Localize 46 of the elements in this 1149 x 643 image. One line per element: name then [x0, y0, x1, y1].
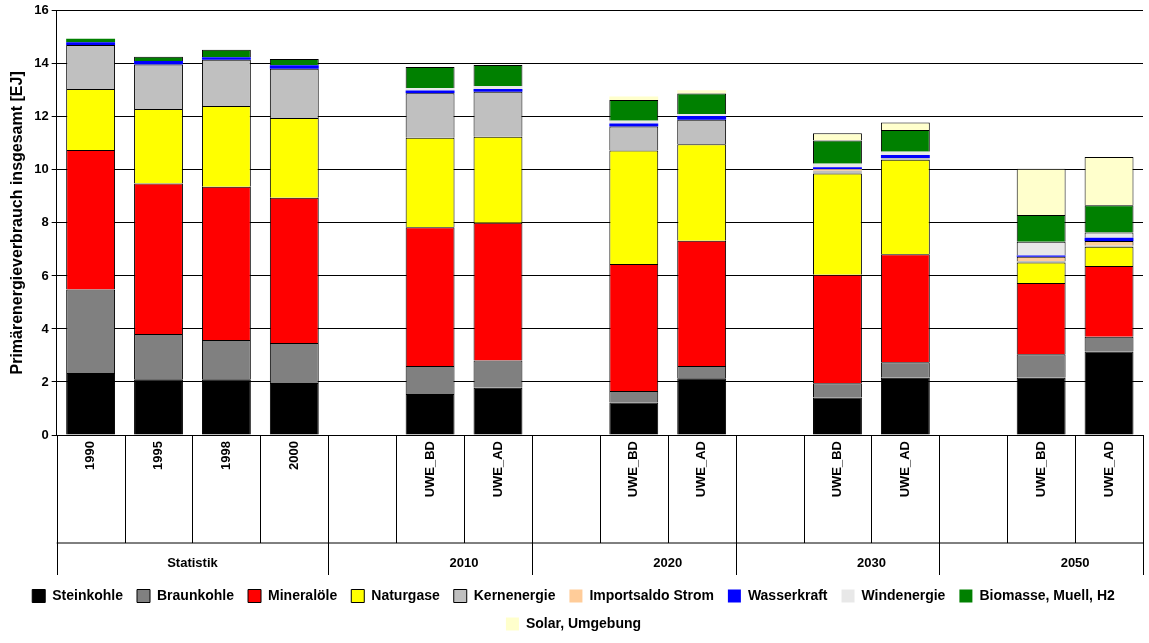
legend-label: Braunkohle: [157, 586, 235, 603]
x-tick-label: UWE_AD: [896, 441, 912, 498]
y-axis-title: Primärenergieverbrauch insgesamt [EJ]: [8, 71, 26, 375]
bar: [66, 42, 116, 45]
y-tick-label: 12: [34, 108, 49, 124]
bar: [609, 96, 659, 100]
y-tick-label: 0: [41, 426, 49, 442]
x-tick-label: 1990: [82, 441, 98, 470]
legend-label: Wasserkraft: [747, 586, 828, 603]
x-tick-label: UWE_BD: [829, 441, 845, 498]
legend-label: Naturgase: [371, 586, 440, 603]
bar: [134, 60, 183, 65]
y-tick-label: 10: [34, 161, 49, 177]
legend-label: Biomasse, Muell, H2: [979, 586, 1115, 603]
y-tick-label: 4: [41, 320, 50, 336]
x-tick-label: UWE_BD: [421, 441, 437, 498]
bar: [677, 90, 727, 94]
text: 2020: [653, 554, 683, 570]
legend-label: Mineralöle: [268, 586, 338, 603]
text: 2030: [856, 554, 886, 570]
text: 2010: [449, 554, 479, 570]
legend-label: Kernenergie: [473, 586, 556, 603]
text: Statistik: [167, 554, 219, 570]
x-tick-label: UWE_AD: [693, 441, 709, 498]
legend-label: Importsaldo Strom: [589, 586, 714, 603]
y-tick-label: 14: [34, 55, 50, 71]
bar: [880, 151, 930, 156]
legend-label: Solar, Umgebung: [525, 614, 642, 631]
y-tick-label: 16: [34, 2, 49, 18]
text: 2050: [1060, 554, 1090, 570]
x-tick-label: 1998: [217, 441, 233, 470]
y-tick-label: 8: [41, 214, 49, 230]
legend-label: Windenergie: [861, 586, 946, 603]
bar: [201, 57, 251, 60]
bar: [813, 397, 862, 435]
x-tick-label: 2000: [285, 441, 301, 470]
x-tick-label: UWE_BD: [625, 441, 641, 498]
bar: [269, 65, 319, 69]
x-tick-label: UWE_AD: [1100, 441, 1116, 498]
bar: [1084, 237, 1134, 241]
x-tick-label: UWE_BD: [1032, 441, 1048, 498]
legend-label: Steinkohle: [52, 586, 124, 603]
y-tick-label: 6: [41, 267, 49, 283]
y-tick-label: 2: [41, 373, 49, 389]
x-tick-label: 1995: [150, 441, 166, 470]
x-tick-label: UWE_AD: [489, 441, 505, 498]
